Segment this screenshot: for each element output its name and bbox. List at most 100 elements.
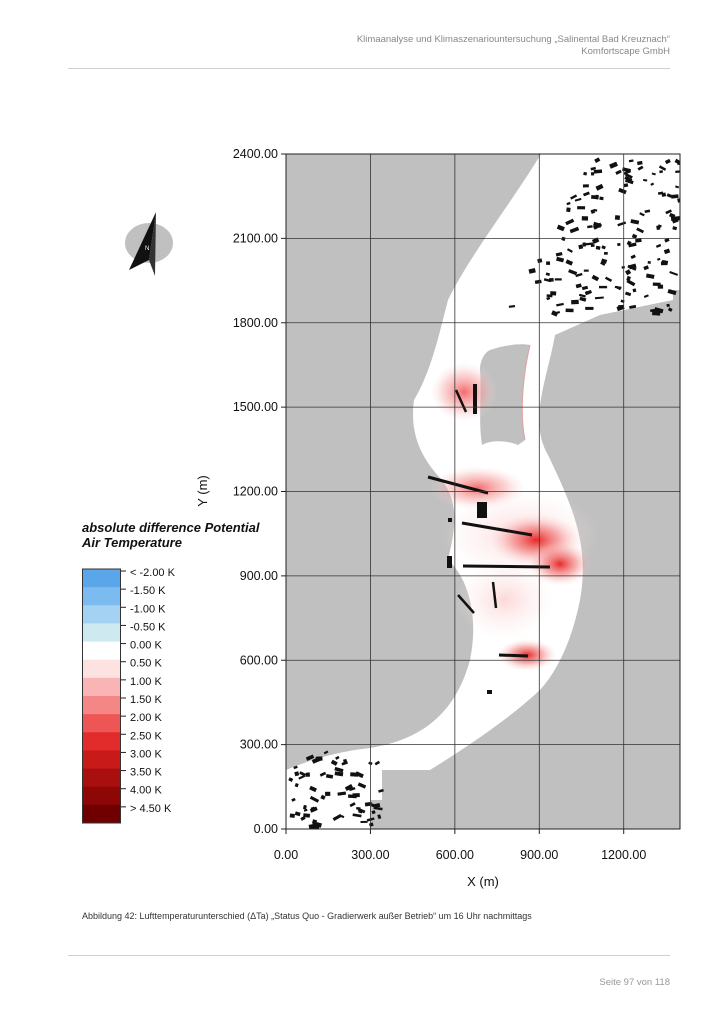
building-footprint <box>622 167 631 173</box>
building-footprint <box>625 173 633 179</box>
figure-caption: Abbildung 42: Lufttemperaturunterschied … <box>82 911 532 921</box>
building-footprint <box>626 240 632 246</box>
building-footprint <box>288 777 294 782</box>
building-footprint <box>447 556 452 568</box>
building-footprint <box>592 221 602 228</box>
building-footprint <box>334 771 344 777</box>
x-tick-label: 300.00 <box>351 848 389 862</box>
y-tick-label: 2100.00 <box>233 231 278 245</box>
legend-label: > 4.50 K <box>130 803 172 815</box>
building-footprint <box>537 258 543 264</box>
building-footprint <box>508 305 516 308</box>
building-footprint <box>575 272 583 278</box>
building-footprint <box>545 272 551 277</box>
building-footprint <box>635 238 642 243</box>
hotspot <box>455 560 555 640</box>
building-footprint <box>599 196 604 201</box>
building-footprint <box>312 821 323 828</box>
building-footprint <box>582 184 589 188</box>
building-footprint <box>667 307 673 312</box>
building-footprint <box>556 256 565 263</box>
building-footprint <box>636 227 645 234</box>
building-footprint <box>644 209 651 214</box>
building-footprint <box>448 518 452 522</box>
building-footprint <box>294 783 299 788</box>
building-footprint <box>671 218 679 224</box>
building-footprint <box>669 270 679 276</box>
building-footprint <box>593 208 598 212</box>
building-footprint <box>627 264 637 271</box>
x-tick-label: 0.00 <box>274 848 298 862</box>
building-footprint <box>570 194 578 200</box>
legend-swatch <box>82 659 120 679</box>
building-footprint <box>309 806 318 813</box>
x-tick-label: 900.00 <box>520 848 558 862</box>
building-footprint <box>574 197 582 202</box>
legend-label: 3.00 K <box>130 748 162 760</box>
building-footprint <box>584 242 594 246</box>
header-title: Klimaanalyse und Klimaszenariountersuchu… <box>356 34 670 45</box>
building-footprint <box>626 279 636 287</box>
building-footprint <box>561 236 566 242</box>
building-footprint <box>671 194 679 199</box>
building-footprint <box>565 218 575 226</box>
building-footprint <box>630 219 640 225</box>
building-footprint <box>581 285 589 291</box>
building-footprint <box>600 261 606 266</box>
building-footprint <box>349 787 356 792</box>
compass: N <box>125 212 173 276</box>
building-footprint <box>356 807 361 810</box>
building-footprint <box>556 224 565 232</box>
building-footprint <box>647 261 651 264</box>
building-footprint <box>583 191 590 197</box>
building-footprint <box>672 226 678 231</box>
hotspot <box>430 362 498 422</box>
building-footprint <box>371 810 376 815</box>
building-footprint <box>350 772 359 777</box>
building-footprint <box>639 212 645 217</box>
legend-frame <box>82 568 121 824</box>
legend-title: absolute difference Potential Air Temper… <box>82 520 259 550</box>
building-footprint <box>587 225 593 229</box>
building-footprint <box>546 261 551 265</box>
legend-label: 3.50 K <box>130 767 162 779</box>
building-footprint <box>349 802 356 808</box>
y-tick-label: 900.00 <box>240 569 278 583</box>
building-footprint <box>377 814 382 820</box>
legend-label: 1.50 K <box>130 694 162 706</box>
building-footprint <box>335 755 340 760</box>
building-footprint <box>623 183 629 188</box>
building-footprint <box>628 159 634 163</box>
building-bar <box>491 581 498 609</box>
building-footprint <box>585 306 594 310</box>
building-footprint <box>325 774 334 779</box>
building-footprint <box>528 268 536 274</box>
building-footprint <box>319 771 327 777</box>
building-footprint <box>677 160 680 166</box>
building-footprint <box>658 165 667 171</box>
building-footprint <box>473 384 477 414</box>
building-bar <box>454 389 468 413</box>
legend-label: 2.00 K <box>130 712 162 724</box>
building-footprint <box>309 795 320 803</box>
legend-swatch <box>82 750 120 770</box>
building-footprint <box>626 275 631 282</box>
legend-label: 0.00 K <box>130 640 162 652</box>
legend-swatch <box>82 569 120 588</box>
building-footprint <box>303 813 311 818</box>
building-bar <box>427 475 489 495</box>
y-tick-label: 2400.00 <box>233 147 278 161</box>
building-footprint <box>568 269 578 276</box>
building-footprint <box>601 245 606 250</box>
building-footprint <box>657 224 662 228</box>
building-footprint <box>534 279 542 285</box>
building-footprint <box>323 750 329 755</box>
y-axis-title: Y (m) <box>195 475 210 507</box>
building-footprint <box>305 772 310 777</box>
building-footprint <box>320 794 326 800</box>
legend-title-line2: Air Temperature <box>82 535 182 550</box>
building-footprint <box>594 157 601 164</box>
building-footprint <box>677 198 680 203</box>
legend-title-line1: absolute difference Potential <box>82 520 260 535</box>
building-footprint <box>575 283 582 289</box>
